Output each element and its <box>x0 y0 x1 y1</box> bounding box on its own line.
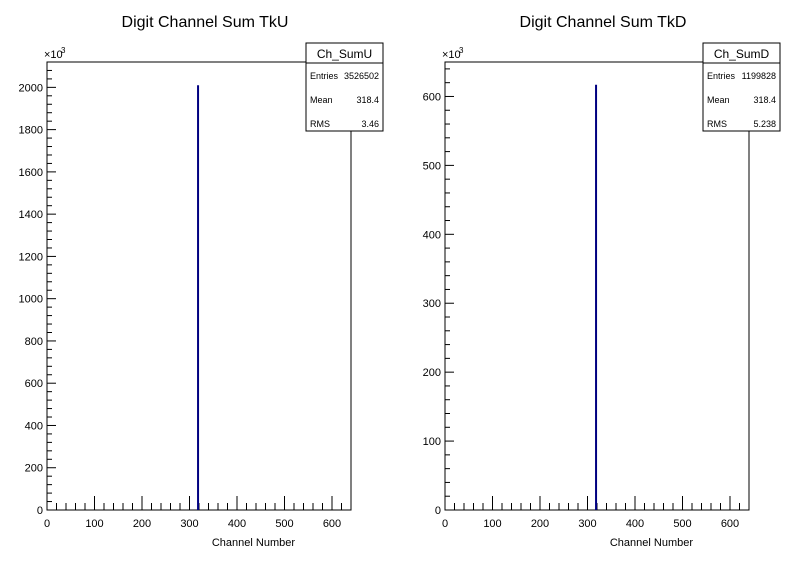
histogram-panel-1: Digit Channel Sum TkU0200400600800100012… <box>19 14 384 549</box>
x-tick-label: 400 <box>626 518 644 530</box>
y-tick-label: 2000 <box>19 82 43 94</box>
stats-mean-value: 318.4 <box>753 95 776 105</box>
stats-box-frame <box>305 42 384 132</box>
x-tick-label: 500 <box>275 518 293 530</box>
y-tick-label: 0 <box>37 505 43 517</box>
y-tick-label: 200 <box>423 367 441 379</box>
x-tick-label: 0 <box>44 518 50 530</box>
x-tick-label: 300 <box>578 518 596 530</box>
stats-rms-value: 3.46 <box>361 119 379 129</box>
stats-rms-value: 5.238 <box>753 119 776 129</box>
x-tick-label: 600 <box>323 518 341 530</box>
stats-entries-value: 1199828 <box>742 71 776 81</box>
stats-histogram-name: Ch_SumD <box>714 47 770 61</box>
y-tick-label: 200 <box>25 463 43 475</box>
x-tick-label: 500 <box>673 518 691 530</box>
stats-box: Ch_SumU Entries 3526502 Mean 318.4 RMS 3.46 <box>305 42 384 132</box>
stats-mean-label: Mean <box>310 95 333 105</box>
x-tick-label: 600 <box>721 518 739 530</box>
y-tick-label: 1800 <box>19 125 43 137</box>
x-axis-label: Channel Number <box>212 537 295 549</box>
x-tick-label: 100 <box>85 518 103 530</box>
y-tick-label: 1200 <box>19 251 43 263</box>
y-tick-label: 1400 <box>19 209 43 221</box>
chart-title: Digit Channel Sum TkU <box>122 14 289 31</box>
y-tick-label: 0 <box>435 505 441 517</box>
x-tick-label: 200 <box>133 518 151 530</box>
y-tick-label: 1000 <box>19 294 43 306</box>
stats-box-frame <box>702 42 781 132</box>
stats-entries-value: 3526502 <box>344 71 379 81</box>
x-tick-label: 0 <box>442 518 448 530</box>
y-multiplier-exponent: 3 <box>61 46 66 55</box>
x-tick-label: 300 <box>180 518 198 530</box>
stats-rms-label: RMS <box>310 119 330 129</box>
stats-box: Ch_SumD Entries 1199828 Mean 318.4 RMS 5.238 <box>702 42 781 132</box>
y-tick-label: 300 <box>423 298 441 310</box>
stats-rms-label: RMS <box>707 119 727 129</box>
y-tick-label: 400 <box>25 420 43 432</box>
histogram-panel-2: Digit Channel Sum TkD 0 100 200 300 400 500 600… <box>423 14 781 549</box>
y-tick-label: 100 <box>423 436 441 448</box>
y-tick-label: 600 <box>25 378 43 390</box>
x-tick-label: 400 <box>228 518 246 530</box>
stats-histogram-name: Ch_SumU <box>317 47 372 61</box>
x-tick-label: 200 <box>531 518 549 530</box>
y-multiplier-label: ×10 <box>44 49 63 61</box>
y-multiplier-label: ×10 <box>442 49 461 61</box>
stats-mean-label: Mean <box>707 95 730 105</box>
y-tick-label: 1600 <box>19 167 43 179</box>
x-tick-label: 100 <box>483 518 501 530</box>
stats-entries-label: Entries <box>310 71 339 81</box>
y-tick-label: 500 <box>423 160 441 172</box>
chart-title: Digit Channel Sum TkD <box>520 14 687 31</box>
y-tick-label: 400 <box>423 229 441 241</box>
y-tick-label: 600 <box>423 91 441 103</box>
stats-mean-value: 318.4 <box>356 95 379 105</box>
y-multiplier-exponent: 3 <box>459 46 464 55</box>
y-tick-label: 800 <box>25 336 43 348</box>
stats-entries-label: Entries <box>707 71 736 81</box>
x-axis-label: Channel Number <box>610 537 693 549</box>
